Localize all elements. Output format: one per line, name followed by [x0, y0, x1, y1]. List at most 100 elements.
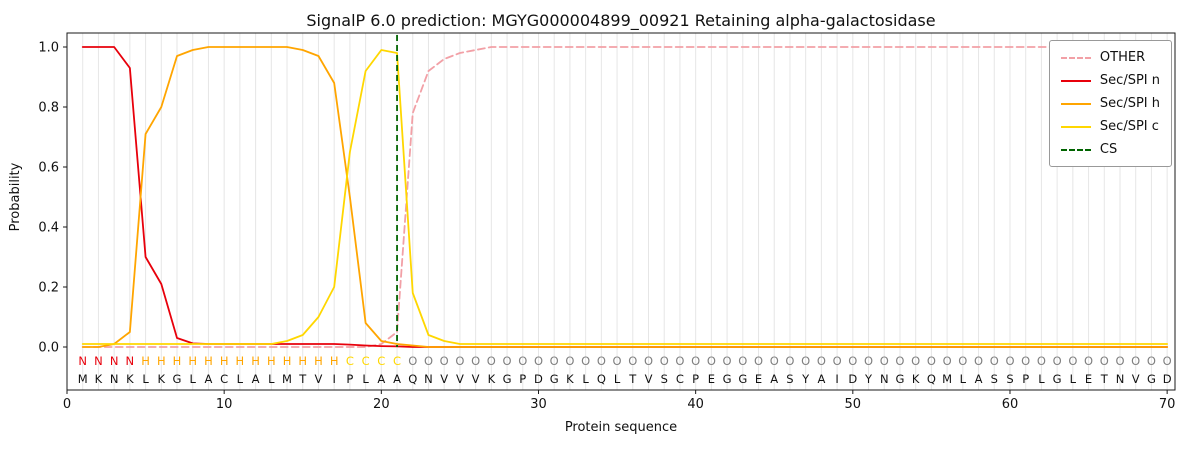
sequence-letter: L — [1038, 372, 1045, 386]
legend-item-sec-spi-c: Sec/SPI c — [1060, 118, 1160, 135]
region-label: O — [754, 354, 763, 368]
y-tick-label: 0.4 — [38, 221, 59, 236]
legend-line-sample — [1060, 79, 1091, 82]
legend-label: Sec/SPI n — [1099, 73, 1160, 88]
sequence-letter: Y — [801, 372, 810, 386]
sequence-letter: V — [440, 372, 448, 386]
region-label: O — [895, 354, 904, 368]
legend: OTHER Sec/SPI n Sec/SPI h Sec/SPI c CS — [1048, 40, 1172, 167]
sequence-letter: T — [628, 372, 637, 386]
region-label: O — [518, 354, 527, 368]
sequence-letter: P — [346, 372, 353, 386]
region-label: H — [220, 354, 229, 368]
sequence-letter: A — [770, 372, 778, 386]
sequence-letter: G — [738, 372, 747, 386]
sequence-letter: Q — [597, 372, 606, 386]
sequence-letter: P — [519, 372, 526, 386]
region-label: O — [581, 354, 590, 368]
region-label: O — [958, 354, 967, 368]
region-label: H — [330, 354, 339, 368]
sequence-letter: C — [676, 372, 684, 386]
plot-border — [66, 32, 1176, 391]
sequence-letter: I — [835, 372, 838, 386]
legend-item-cs: CS — [1060, 141, 1160, 158]
sequence-letter: G — [550, 372, 559, 386]
region-label: O — [1068, 354, 1077, 368]
sequence-letter: P — [1022, 372, 1029, 386]
sequence-letter: D — [534, 372, 543, 386]
sequence-letter: A — [377, 372, 385, 386]
sequence-letter: L — [142, 372, 149, 386]
series-other — [81, 46, 1169, 348]
region-label: H — [204, 354, 213, 368]
region-label: O — [1005, 354, 1014, 368]
region-label: O — [1115, 354, 1124, 368]
region-label: O — [487, 354, 496, 368]
region-label: N — [110, 354, 119, 368]
sequence-letter: Q — [927, 372, 936, 386]
sequence-letter: N — [110, 372, 119, 386]
y-tick-label: 0.6 — [38, 161, 59, 176]
sequence-letter: P — [692, 372, 699, 386]
sequence-letter: E — [755, 372, 762, 386]
region-label: O — [691, 354, 700, 368]
region-label: O — [880, 354, 889, 368]
region-label: O — [613, 354, 622, 368]
sequence-letter: Y — [864, 372, 873, 386]
region-label: O — [628, 354, 637, 368]
region-label: C — [393, 354, 401, 368]
series-sec-spi-c — [81, 49, 1169, 345]
sequence-letter: A — [393, 372, 401, 386]
region-label: N — [126, 354, 135, 368]
region-label: H — [283, 354, 292, 368]
region-label: O — [1100, 354, 1109, 368]
legend-item-sec-spi-n: Sec/SPI n — [1060, 72, 1160, 89]
x-tick-label: 0 — [63, 397, 71, 412]
region-label: H — [236, 354, 245, 368]
region-label: C — [362, 354, 370, 368]
region-label: H — [251, 354, 260, 368]
sequence-letter: M — [942, 372, 952, 386]
sequence-letter: S — [991, 372, 998, 386]
region-label: O — [943, 354, 952, 368]
legend-item-sec-spi-h: Sec/SPI h — [1060, 95, 1160, 112]
sequence-letter: G — [896, 372, 905, 386]
legend-label: Sec/SPI h — [1099, 96, 1160, 111]
sequence-letter: G — [723, 372, 732, 386]
region-label: O — [597, 354, 606, 368]
y-tick-label: 0.0 — [38, 341, 59, 356]
sequence-letter: G — [1147, 372, 1156, 386]
sequence-letter: A — [205, 372, 213, 386]
sequence-letter: T — [298, 372, 307, 386]
sequence-letter: G — [1053, 372, 1062, 386]
sequence-letter: L — [960, 372, 967, 386]
region-label: O — [1163, 354, 1172, 368]
sequence-letter: K — [912, 372, 920, 386]
region-label: H — [188, 354, 197, 368]
sequence-letter: V — [645, 372, 653, 386]
x-tick-label: 60 — [1002, 397, 1019, 412]
region-label: O — [785, 354, 794, 368]
region-label: O — [848, 354, 857, 368]
region-label: O — [660, 354, 669, 368]
region-label: O — [675, 354, 684, 368]
region-label: H — [298, 354, 307, 368]
legend-line-sample — [1060, 125, 1091, 128]
sequence-letter: A — [975, 372, 983, 386]
sequence-letter: M — [282, 372, 292, 386]
plot-title: SignalP 6.0 prediction: MGYG000004899_00… — [306, 11, 936, 30]
sequence-letter: N — [424, 372, 433, 386]
region-label: O — [424, 354, 433, 368]
sequence-letter: G — [173, 372, 182, 386]
sequence-letter: K — [566, 372, 574, 386]
legend-label: Sec/SPI c — [1099, 119, 1159, 134]
region-label: O — [534, 354, 543, 368]
legend-label: OTHER — [1099, 50, 1146, 65]
sequence-letter: L — [1070, 372, 1077, 386]
region-label: H — [157, 354, 166, 368]
sequence-letter: A — [252, 372, 260, 386]
region-label: O — [1037, 354, 1046, 368]
x-tick-label: 20 — [373, 397, 390, 412]
sequence-letter: C — [220, 372, 228, 386]
